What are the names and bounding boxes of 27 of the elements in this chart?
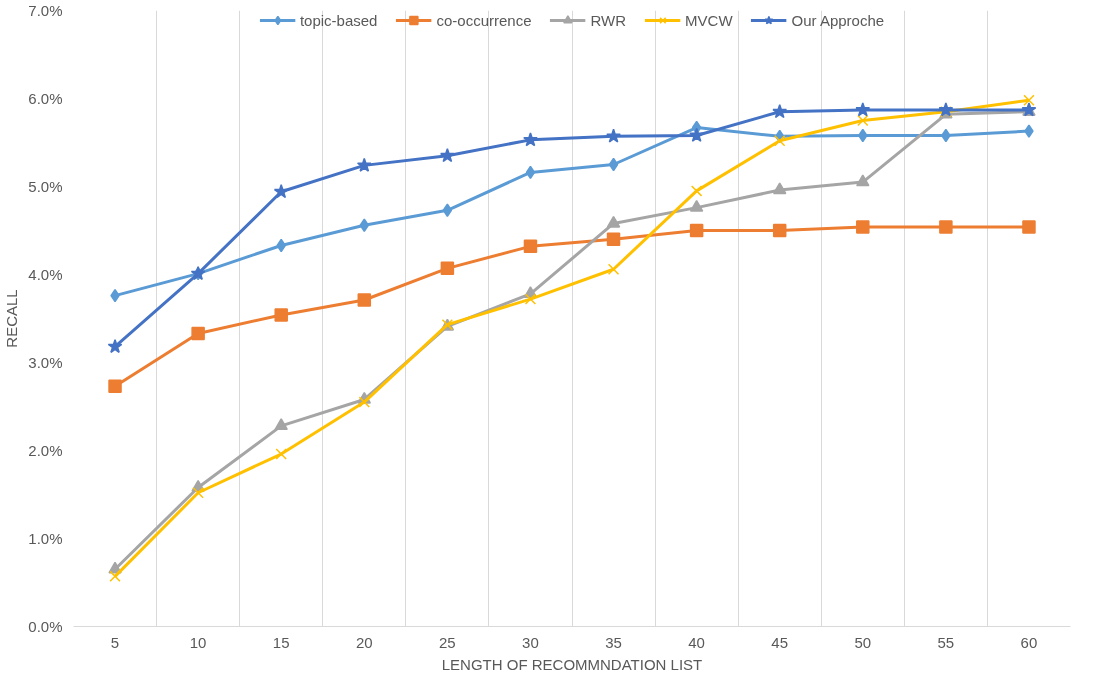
x-tick-label: 30 xyxy=(522,633,539,651)
y-tick-label: 4.0% xyxy=(28,266,63,283)
legend-label: Our Approche xyxy=(791,11,885,29)
legend-label: MVCW xyxy=(685,11,733,29)
y-tick-label: 5.0% xyxy=(28,178,63,195)
x-tick-label: 45 xyxy=(771,633,789,651)
x-tick-label: 40 xyxy=(688,633,705,651)
x-tick-label: 50 xyxy=(854,633,872,651)
x-axis-title: LENGTH OF RECOMMNDATION LIST xyxy=(441,655,703,673)
y-tick-label: 2.0% xyxy=(28,442,63,459)
y-tick-label: 1.0% xyxy=(28,530,63,547)
x-tick-label: 5 xyxy=(110,633,120,651)
y-axis-title: RECALL xyxy=(3,289,21,348)
y-tick-label: 0.0% xyxy=(28,618,63,635)
y-tick-label: 7.0% xyxy=(28,2,63,19)
x-tick-label: 60 xyxy=(1020,633,1038,651)
x-tick-label: 35 xyxy=(605,633,622,651)
legend-label: co-occurrence xyxy=(436,11,532,29)
x-tick-label: 20 xyxy=(355,633,373,651)
legend-label: RWR xyxy=(590,11,627,29)
legend-label: topic-based xyxy=(299,11,378,29)
x-tick-label: 15 xyxy=(272,633,290,651)
x-tick-label: 25 xyxy=(439,633,456,651)
x-tick-label: 10 xyxy=(189,633,207,651)
y-tick-label: 6.0% xyxy=(28,90,63,107)
y-tick-label: 3.0% xyxy=(28,354,63,371)
x-tick-label: 55 xyxy=(937,633,955,651)
